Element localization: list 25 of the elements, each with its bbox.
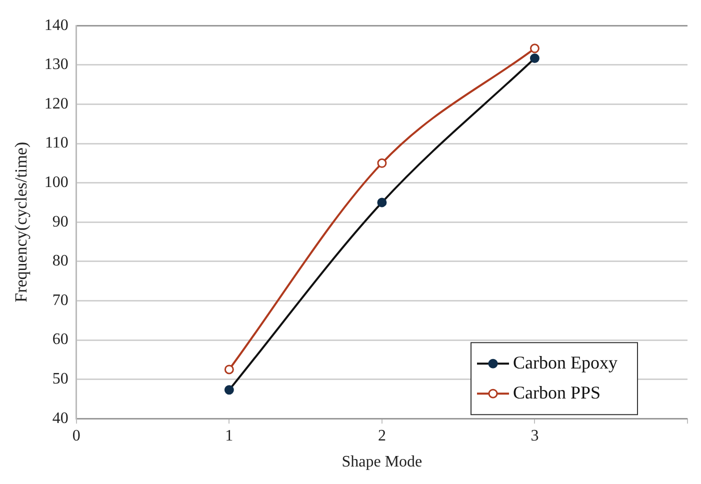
point (377, 158, 387, 168)
point (377, 198, 387, 208)
y-tick-label: 110 (44, 134, 68, 152)
y-tick-label: 130 (44, 56, 68, 74)
point (530, 53, 540, 63)
y-tick-label: 60 (52, 331, 68, 348)
y-tick-label: 100 (44, 174, 68, 192)
y-tick-label: 120 (44, 95, 68, 112)
point (224, 385, 234, 395)
point (224, 364, 234, 374)
y-axis-title: Frequency(cycles/time) (12, 142, 31, 302)
y-tick-label: 50 (52, 370, 68, 388)
y-tick-label: 70 (52, 292, 68, 309)
y-tick-label: 80 (52, 252, 68, 270)
x-axis-title: Shape Mode (342, 454, 422, 471)
point (530, 44, 540, 54)
y-tick-label: 90 (52, 213, 68, 230)
x-tick-label: 2 (378, 427, 386, 444)
x-tick-label: 3 (530, 427, 539, 444)
x-tick-label: 1 (225, 427, 234, 444)
legend-label: Carbon PPS (513, 382, 601, 402)
x-tick-label: 0 (72, 427, 80, 444)
y-tick-label: 40 (52, 410, 68, 427)
y-tick-label: 140 (44, 16, 68, 34)
legend-label: Carbon Epoxy (513, 352, 618, 372)
